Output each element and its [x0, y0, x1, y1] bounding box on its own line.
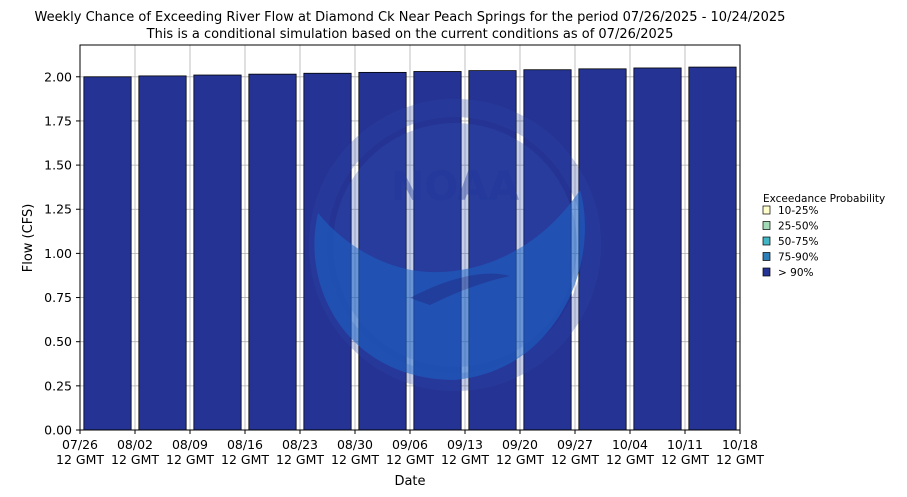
- legend-swatch: [762, 205, 771, 215]
- x-tick-label-date: 08/09: [172, 437, 208, 452]
- bar: [688, 66, 737, 431]
- y-tick-label: 1.25: [44, 202, 72, 217]
- x-tick-label-time: 12 GMT: [441, 452, 489, 467]
- x-tick-label-date: 08/16: [227, 437, 263, 452]
- x-tick-label-date: 08/02: [117, 437, 153, 452]
- bar: [138, 75, 187, 431]
- legend-title: Exceedance Probability: [763, 193, 885, 205]
- x-axis-label: Date: [394, 474, 425, 489]
- y-axis-label: Flow (CFS): [21, 204, 36, 273]
- x-tick-label-time: 12 GMT: [551, 452, 599, 467]
- x-tick-label-time: 12 GMT: [276, 452, 324, 467]
- y-tick-label: 1.50: [44, 158, 72, 173]
- y-tick-label: 0.50: [44, 334, 72, 349]
- bar: [248, 73, 297, 431]
- bar: [578, 68, 627, 431]
- legend-item-label: 50-75%: [778, 236, 819, 248]
- x-tick-label-date: 08/23: [282, 437, 318, 452]
- legend-item-label: 10-25%: [778, 205, 819, 217]
- chart-subtitle: This is a conditional simulation based o…: [146, 27, 674, 42]
- y-tick-label: 1.75: [44, 113, 72, 128]
- legend-item-label: 25-50%: [778, 221, 819, 233]
- x-tick-label-time: 12 GMT: [661, 452, 709, 467]
- x-tick-label-time: 12 GMT: [166, 452, 214, 467]
- legend-item-label: 75-90%: [778, 252, 819, 264]
- y-tick-label: 0.00: [44, 423, 72, 438]
- x-tick-label-time: 12 GMT: [496, 452, 544, 467]
- x-tick-label-time: 12 GMT: [56, 452, 104, 467]
- x-tick-label-date: 09/20: [502, 437, 538, 452]
- legend-swatch: [762, 267, 771, 277]
- x-tick-label-date: 08/30: [337, 437, 373, 452]
- x-tick-label-time: 12 GMT: [716, 452, 764, 467]
- legend-swatch: [762, 221, 771, 230]
- x-tick-label-time: 12 GMT: [331, 452, 379, 467]
- y-tick-label: 0.25: [44, 378, 72, 393]
- x-tick-label-date: 07/26: [62, 437, 98, 452]
- x-tick-label-date: 09/13: [447, 437, 483, 452]
- y-tick-label: 1.00: [44, 246, 72, 261]
- x-tick-label-date: 09/06: [392, 437, 428, 452]
- x-tick-label-date: 10/18: [722, 437, 758, 452]
- legend-item-label: > 90%: [778, 267, 813, 279]
- y-tick-label: 0.75: [44, 290, 72, 305]
- x-tick-label-date: 10/04: [612, 437, 648, 452]
- legend-swatch: [762, 236, 771, 246]
- bar: [193, 74, 242, 431]
- legend-swatch: [762, 252, 771, 261]
- x-tick-label-time: 12 GMT: [386, 452, 434, 467]
- bar: [83, 76, 132, 431]
- x-tick-label-time: 12 GMT: [111, 452, 159, 467]
- legend: Exceedance Probability 10-25% 25-50% 50-75…: [762, 193, 885, 279]
- chart-title: Weekly Chance of Exceeding River Flow at…: [35, 10, 786, 25]
- noaa-logo-watermark: NOAA: [309, 99, 601, 391]
- watermark-text: NOAA: [391, 164, 519, 210]
- x-tick-label-date: 10/11: [667, 437, 703, 452]
- x-tick-label-date: 09/27: [557, 437, 593, 452]
- x-tick-label-time: 12 GMT: [606, 452, 654, 467]
- x-tick-label-time: 12 GMT: [221, 452, 269, 467]
- y-axis-ticks: 0.00 0.25 0.50 0.75 1.00 1.25 1.50 1.75 2.00: [44, 69, 80, 438]
- y-tick-label: 2.00: [44, 69, 72, 84]
- bar: [633, 67, 682, 431]
